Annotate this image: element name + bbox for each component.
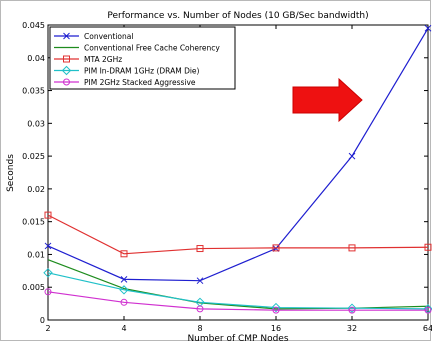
data-point <box>120 250 128 258</box>
chart-title: Performance vs. Number of Nodes (10 GB/S… <box>107 11 368 21</box>
series-2 <box>44 211 432 258</box>
x-axis: 2 4 8 16 32 64 <box>45 25 432 333</box>
data-point <box>63 78 70 86</box>
data-point <box>43 268 53 278</box>
y-tick-label: 0.01 <box>27 250 45 259</box>
data-point <box>120 276 128 283</box>
data-point <box>272 306 280 314</box>
data-point <box>424 306 432 314</box>
data-point <box>196 277 204 285</box>
y-tick-label: 0.045 <box>22 21 45 30</box>
x-tick-label: 16 <box>271 324 281 333</box>
x-tick-label: 8 <box>197 324 202 333</box>
data-point <box>348 152 356 160</box>
y-tick-label: 0.02 <box>27 185 45 194</box>
legend-label: Conventional Free Cache Coherency <box>84 44 220 53</box>
legend-entry: MTA 2GHz <box>54 55 122 64</box>
legend-label: PIM 2GHz Stacked Aggressive <box>84 78 196 87</box>
legend-label: PIM In-DRAM 1GHz (DRAM Die) <box>84 67 200 76</box>
x-tick-label: 4 <box>121 324 126 333</box>
y-axis: 0 0.005 0.01 0.015 0.02 0.025 0.03 0.035 0.04 0.0… <box>22 21 428 325</box>
legend-label: MTA 2GHz <box>84 55 122 64</box>
series-layer <box>43 24 432 314</box>
data-point <box>44 288 52 296</box>
data-point <box>61 65 72 76</box>
series-line <box>47 214 429 255</box>
legend: Conventional Conventional Free Cache Cohe… <box>49 26 236 90</box>
y-axis-label: Seconds <box>6 154 16 192</box>
data-point <box>196 245 204 253</box>
data-point <box>348 306 356 314</box>
data-point <box>348 244 356 252</box>
data-point <box>120 298 128 306</box>
x-tick-label: 64 <box>423 324 432 333</box>
series-line <box>47 291 428 311</box>
legend-entry: PIM 2GHz Stacked Aggressive <box>54 78 196 87</box>
data-point <box>347 303 357 313</box>
y-tick-label: 0.03 <box>27 119 45 128</box>
series-0 <box>44 24 432 285</box>
data-point <box>63 32 70 40</box>
data-point <box>44 242 52 250</box>
series-line <box>47 27 429 282</box>
series-4 <box>44 288 432 314</box>
data-point <box>63 55 70 63</box>
legend-entry: Conventional Free Cache Coherency <box>54 44 220 53</box>
data-point <box>119 285 129 295</box>
data-point <box>271 302 281 313</box>
right-arrow-annotation <box>292 77 363 123</box>
legend-box <box>49 26 236 90</box>
data-point <box>196 305 204 313</box>
y-tick-label: 0.005 <box>22 283 45 292</box>
data-point <box>272 244 280 252</box>
x-tick-label: 32 <box>347 324 357 333</box>
data-point <box>424 243 432 251</box>
data-point <box>44 211 52 219</box>
series-3 <box>43 268 432 314</box>
x-tick-label: 2 <box>45 324 50 333</box>
y-tick-label: 0 <box>40 316 45 325</box>
data-point <box>424 24 432 32</box>
series-line <box>47 272 429 310</box>
y-tick-label: 0.04 <box>27 54 45 63</box>
legend-entry: Conventional <box>54 32 133 41</box>
x-axis-label: Number of CMP Nodes <box>187 334 288 343</box>
legend-label: Conventional <box>84 32 133 41</box>
legend-entry: PIM In-DRAM 1GHz (DRAM Die) <box>54 65 200 76</box>
y-tick-label: 0.015 <box>22 218 45 227</box>
y-tick-label: 0.035 <box>22 87 45 96</box>
y-tick-label: 0.025 <box>22 152 45 161</box>
